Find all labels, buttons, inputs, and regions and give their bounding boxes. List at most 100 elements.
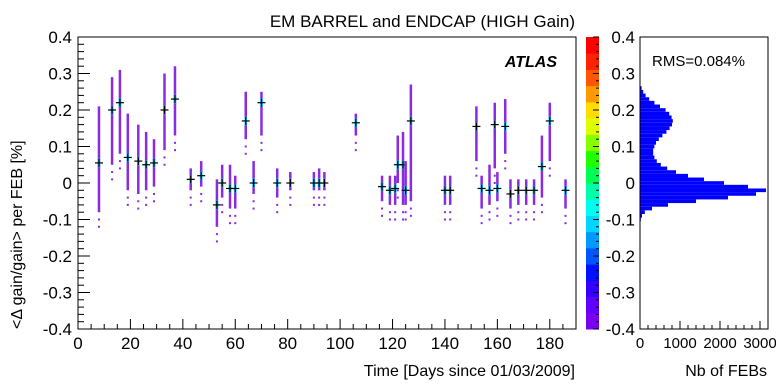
outlier-dot	[312, 203, 315, 206]
data-point	[501, 99, 510, 170]
outlier-dot	[504, 167, 507, 170]
x-tick-label: 60	[226, 334, 245, 353]
outlier-dot	[215, 240, 218, 243]
data-points	[94, 66, 570, 243]
y-tick-label: 0.4	[48, 28, 72, 47]
chart-title: EM BARREL and ENDCAP (HIGH Gain)	[270, 12, 575, 31]
outlier-dot	[163, 156, 166, 159]
outlier-dot	[200, 192, 203, 195]
y-tick-label: -0.1	[43, 211, 72, 230]
colorbar-segment	[586, 53, 599, 70]
histogram-bar	[640, 108, 666, 112]
outlier-dot	[189, 196, 192, 199]
data-point	[108, 77, 117, 181]
outlier-dot	[480, 214, 483, 217]
outlier-dot	[163, 163, 166, 166]
colorbar-segment	[586, 101, 599, 119]
data-point	[160, 73, 169, 166]
colorbar-segment	[586, 247, 599, 265]
outlier-dot	[404, 211, 407, 214]
data-point	[94, 106, 103, 228]
histogram-bar	[640, 133, 663, 138]
x-tick-label: 80	[278, 334, 297, 353]
outlier-dot	[252, 207, 255, 210]
histogram-bar	[640, 184, 748, 189]
outlier-dot	[234, 222, 237, 225]
data-point	[273, 168, 282, 214]
data-point	[142, 131, 151, 206]
data-point	[212, 179, 221, 243]
histogram-bar	[640, 192, 756, 196]
data-point	[218, 164, 227, 214]
y-tick-label: 0.1	[48, 138, 72, 157]
colorbar-tick-label: 0.3	[611, 65, 635, 84]
colorbar-tick-label: -0.3	[606, 284, 635, 303]
outlier-dot	[475, 174, 478, 177]
x-tick-label: 120	[378, 334, 406, 353]
data-point	[440, 175, 449, 221]
data-point	[241, 91, 250, 155]
outlier-dot	[173, 141, 176, 144]
outlier-dot	[126, 203, 129, 206]
outlier-dot	[97, 225, 100, 228]
outlier-dot	[396, 189, 399, 192]
x-tick-label: 100	[326, 334, 354, 353]
data-point	[490, 102, 499, 184]
colorbar-segment	[586, 231, 599, 249]
histogram-bar	[640, 144, 655, 149]
outlier-dot	[480, 222, 483, 225]
histogram-bar	[640, 214, 642, 218]
histogram-bar	[640, 141, 656, 145]
outlier-dot	[200, 200, 203, 203]
outlier-dot	[323, 203, 326, 206]
outlier-dot	[394, 211, 397, 214]
colorbar-segment	[586, 296, 599, 314]
outlier-dot	[493, 174, 496, 177]
colorbar-tick-label: 0	[626, 174, 635, 193]
colorbar-segment	[586, 85, 599, 103]
outlier-dot	[137, 207, 140, 210]
outlier-dot	[354, 141, 357, 144]
x-tick-label: 40	[173, 334, 192, 353]
colorbar-segment	[586, 199, 599, 216]
outlier-dot	[318, 203, 321, 206]
outlier-dot	[402, 211, 405, 214]
rms-label: RMS=0.084%	[652, 53, 745, 70]
colorbar-segment	[586, 215, 599, 233]
data-point	[231, 175, 240, 225]
data-point	[485, 164, 494, 221]
data-point	[186, 168, 195, 206]
y-tick-label: 0.3	[48, 65, 72, 84]
colorbar-segment	[586, 69, 599, 87]
histogram-bar	[640, 97, 650, 101]
data-point	[561, 179, 570, 225]
histogram-bar	[640, 130, 667, 134]
outlier-dot	[540, 203, 543, 206]
histogram-bar	[640, 126, 670, 131]
data-point	[309, 172, 318, 206]
x-tick-label: 160	[483, 334, 511, 353]
data-point	[286, 172, 295, 206]
histogram-bar	[640, 111, 670, 116]
histogram-bar	[640, 115, 672, 120]
outlier-dot	[354, 149, 357, 152]
histogram-x-tick-label: 2000	[703, 335, 736, 352]
outlier-dot	[496, 214, 499, 217]
outlier-dot	[312, 196, 315, 199]
outlier-dot	[449, 218, 452, 221]
histogram-x-tick-label: 1000	[663, 335, 696, 352]
outlier-dot	[488, 218, 491, 221]
colorbar-segment	[586, 166, 599, 184]
colorbar-segment	[586, 118, 599, 135]
histogram-bar	[640, 155, 655, 160]
histogram-bar	[640, 93, 646, 98]
histogram-chart: 0 1000 2000 3000 RMS=0.084% Nb of FEBs	[636, 36, 776, 380]
histogram-bar	[640, 86, 642, 90]
outlier-dot	[260, 141, 263, 144]
outlier-dot	[276, 211, 279, 214]
outlier-dot	[525, 218, 528, 221]
outlier-dot	[145, 203, 148, 206]
data-point	[170, 66, 179, 152]
data-point	[378, 175, 387, 217]
outlier-dot	[496, 207, 499, 210]
